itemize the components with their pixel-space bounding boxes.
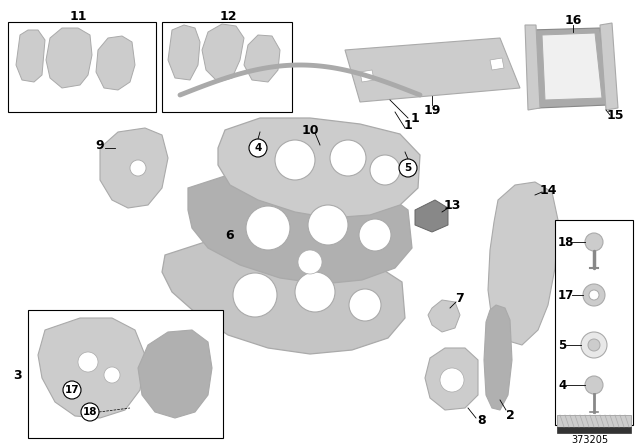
Polygon shape bbox=[530, 28, 608, 108]
Text: 4: 4 bbox=[254, 143, 262, 153]
Text: 1: 1 bbox=[411, 112, 419, 125]
Polygon shape bbox=[415, 200, 448, 232]
Circle shape bbox=[349, 289, 381, 321]
Polygon shape bbox=[138, 330, 212, 418]
Circle shape bbox=[330, 140, 366, 176]
Circle shape bbox=[298, 250, 322, 274]
Polygon shape bbox=[425, 348, 478, 410]
Bar bbox=[557, 427, 631, 433]
Circle shape bbox=[249, 139, 267, 157]
Circle shape bbox=[81, 403, 99, 421]
Circle shape bbox=[588, 339, 600, 351]
Polygon shape bbox=[202, 24, 244, 82]
Text: 5: 5 bbox=[404, 163, 412, 173]
Text: 18: 18 bbox=[558, 236, 574, 249]
Text: 14: 14 bbox=[540, 184, 557, 197]
Text: 3: 3 bbox=[13, 369, 22, 382]
Polygon shape bbox=[96, 36, 135, 90]
Text: 4: 4 bbox=[558, 379, 566, 392]
Bar bbox=[557, 415, 631, 427]
Polygon shape bbox=[38, 318, 145, 418]
Text: 15: 15 bbox=[606, 108, 624, 121]
Circle shape bbox=[246, 206, 290, 250]
Text: 2: 2 bbox=[506, 409, 515, 422]
Polygon shape bbox=[188, 172, 412, 284]
Bar bbox=[162, 22, 292, 112]
Text: 13: 13 bbox=[444, 198, 461, 211]
Text: 6: 6 bbox=[226, 228, 234, 241]
Bar bbox=[28, 310, 223, 438]
Polygon shape bbox=[542, 33, 602, 100]
Polygon shape bbox=[484, 305, 512, 410]
Text: 17: 17 bbox=[558, 289, 574, 302]
Text: 1: 1 bbox=[404, 119, 412, 132]
Circle shape bbox=[585, 376, 603, 394]
Polygon shape bbox=[218, 118, 420, 218]
Polygon shape bbox=[46, 28, 92, 88]
Circle shape bbox=[78, 352, 98, 372]
Polygon shape bbox=[490, 58, 504, 70]
Circle shape bbox=[233, 273, 277, 317]
Bar bbox=[555, 220, 633, 425]
Circle shape bbox=[63, 381, 81, 399]
Circle shape bbox=[104, 367, 120, 383]
Polygon shape bbox=[345, 38, 520, 102]
Circle shape bbox=[359, 219, 391, 251]
Circle shape bbox=[295, 272, 335, 312]
Circle shape bbox=[589, 290, 599, 300]
Polygon shape bbox=[168, 25, 200, 80]
Circle shape bbox=[585, 233, 603, 251]
Text: 373205: 373205 bbox=[572, 435, 609, 445]
Polygon shape bbox=[525, 25, 540, 110]
Circle shape bbox=[583, 284, 605, 306]
Polygon shape bbox=[360, 70, 374, 82]
Circle shape bbox=[370, 155, 400, 185]
Polygon shape bbox=[162, 240, 405, 354]
Text: 18: 18 bbox=[83, 407, 97, 417]
Circle shape bbox=[399, 159, 417, 177]
Bar bbox=[8, 22, 156, 112]
Text: 10: 10 bbox=[301, 124, 319, 137]
Polygon shape bbox=[600, 23, 618, 110]
Text: 8: 8 bbox=[477, 414, 486, 426]
Circle shape bbox=[440, 368, 464, 392]
Polygon shape bbox=[16, 30, 45, 82]
Polygon shape bbox=[100, 128, 168, 208]
Text: 5: 5 bbox=[558, 339, 566, 352]
Polygon shape bbox=[244, 35, 280, 82]
Circle shape bbox=[130, 160, 146, 176]
Text: 9: 9 bbox=[96, 138, 104, 151]
Text: 7: 7 bbox=[456, 292, 465, 305]
Circle shape bbox=[581, 332, 607, 358]
Circle shape bbox=[275, 140, 315, 180]
Polygon shape bbox=[428, 300, 460, 332]
Text: 12: 12 bbox=[220, 9, 237, 22]
Text: 16: 16 bbox=[564, 13, 582, 26]
Text: 19: 19 bbox=[423, 103, 441, 116]
Text: 17: 17 bbox=[65, 385, 79, 395]
Text: 11: 11 bbox=[69, 9, 87, 22]
Circle shape bbox=[308, 205, 348, 245]
Polygon shape bbox=[488, 182, 558, 345]
